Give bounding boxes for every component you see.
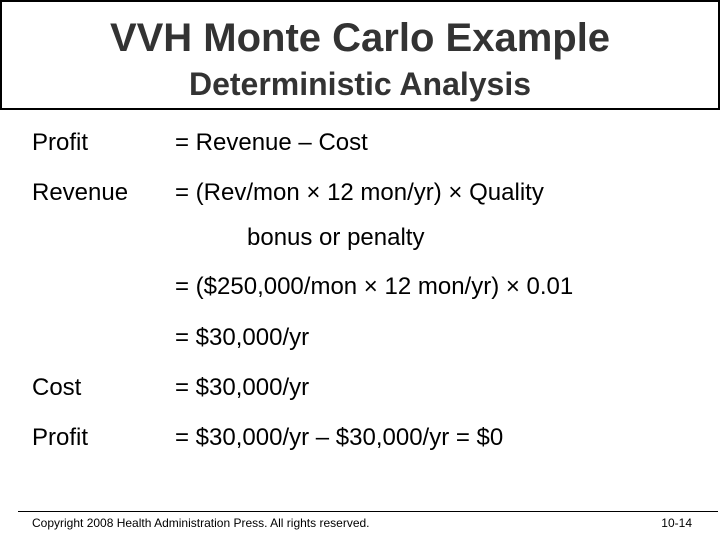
profit-result-label: Profit xyxy=(32,424,89,451)
revenue-label: Revenue xyxy=(32,179,129,206)
revenue-equation-continued: bonus or penalty xyxy=(247,224,425,251)
slide-subtitle: Deterministic Analysis xyxy=(188,66,532,102)
copyright-notice: Copyright 2008 Health Administration Pre… xyxy=(32,516,370,530)
revenue-equation: = (Rev/mon × 12 mon/yr) × Quality xyxy=(175,179,544,206)
slide-title: VVH Monte Carlo Example xyxy=(109,16,611,60)
title-box: VVH Monte Carlo Example Deterministic An… xyxy=(0,0,720,110)
profit-label: Profit xyxy=(32,129,89,156)
cost-label: Cost xyxy=(32,374,82,401)
footer-divider xyxy=(18,511,718,512)
revenue-result: = $30,000/yr xyxy=(175,324,310,351)
cost-equation: = $30,000/yr xyxy=(175,374,310,401)
revenue-calculation: = ($250,000/mon × 12 mon/yr) × 0.01 xyxy=(175,273,574,300)
page-number: 10-14 xyxy=(661,516,692,530)
profit-equation: = Revenue – Cost xyxy=(175,129,368,156)
profit-result-equation: = $30,000/yr – $30,000/yr = $0 xyxy=(175,424,504,451)
